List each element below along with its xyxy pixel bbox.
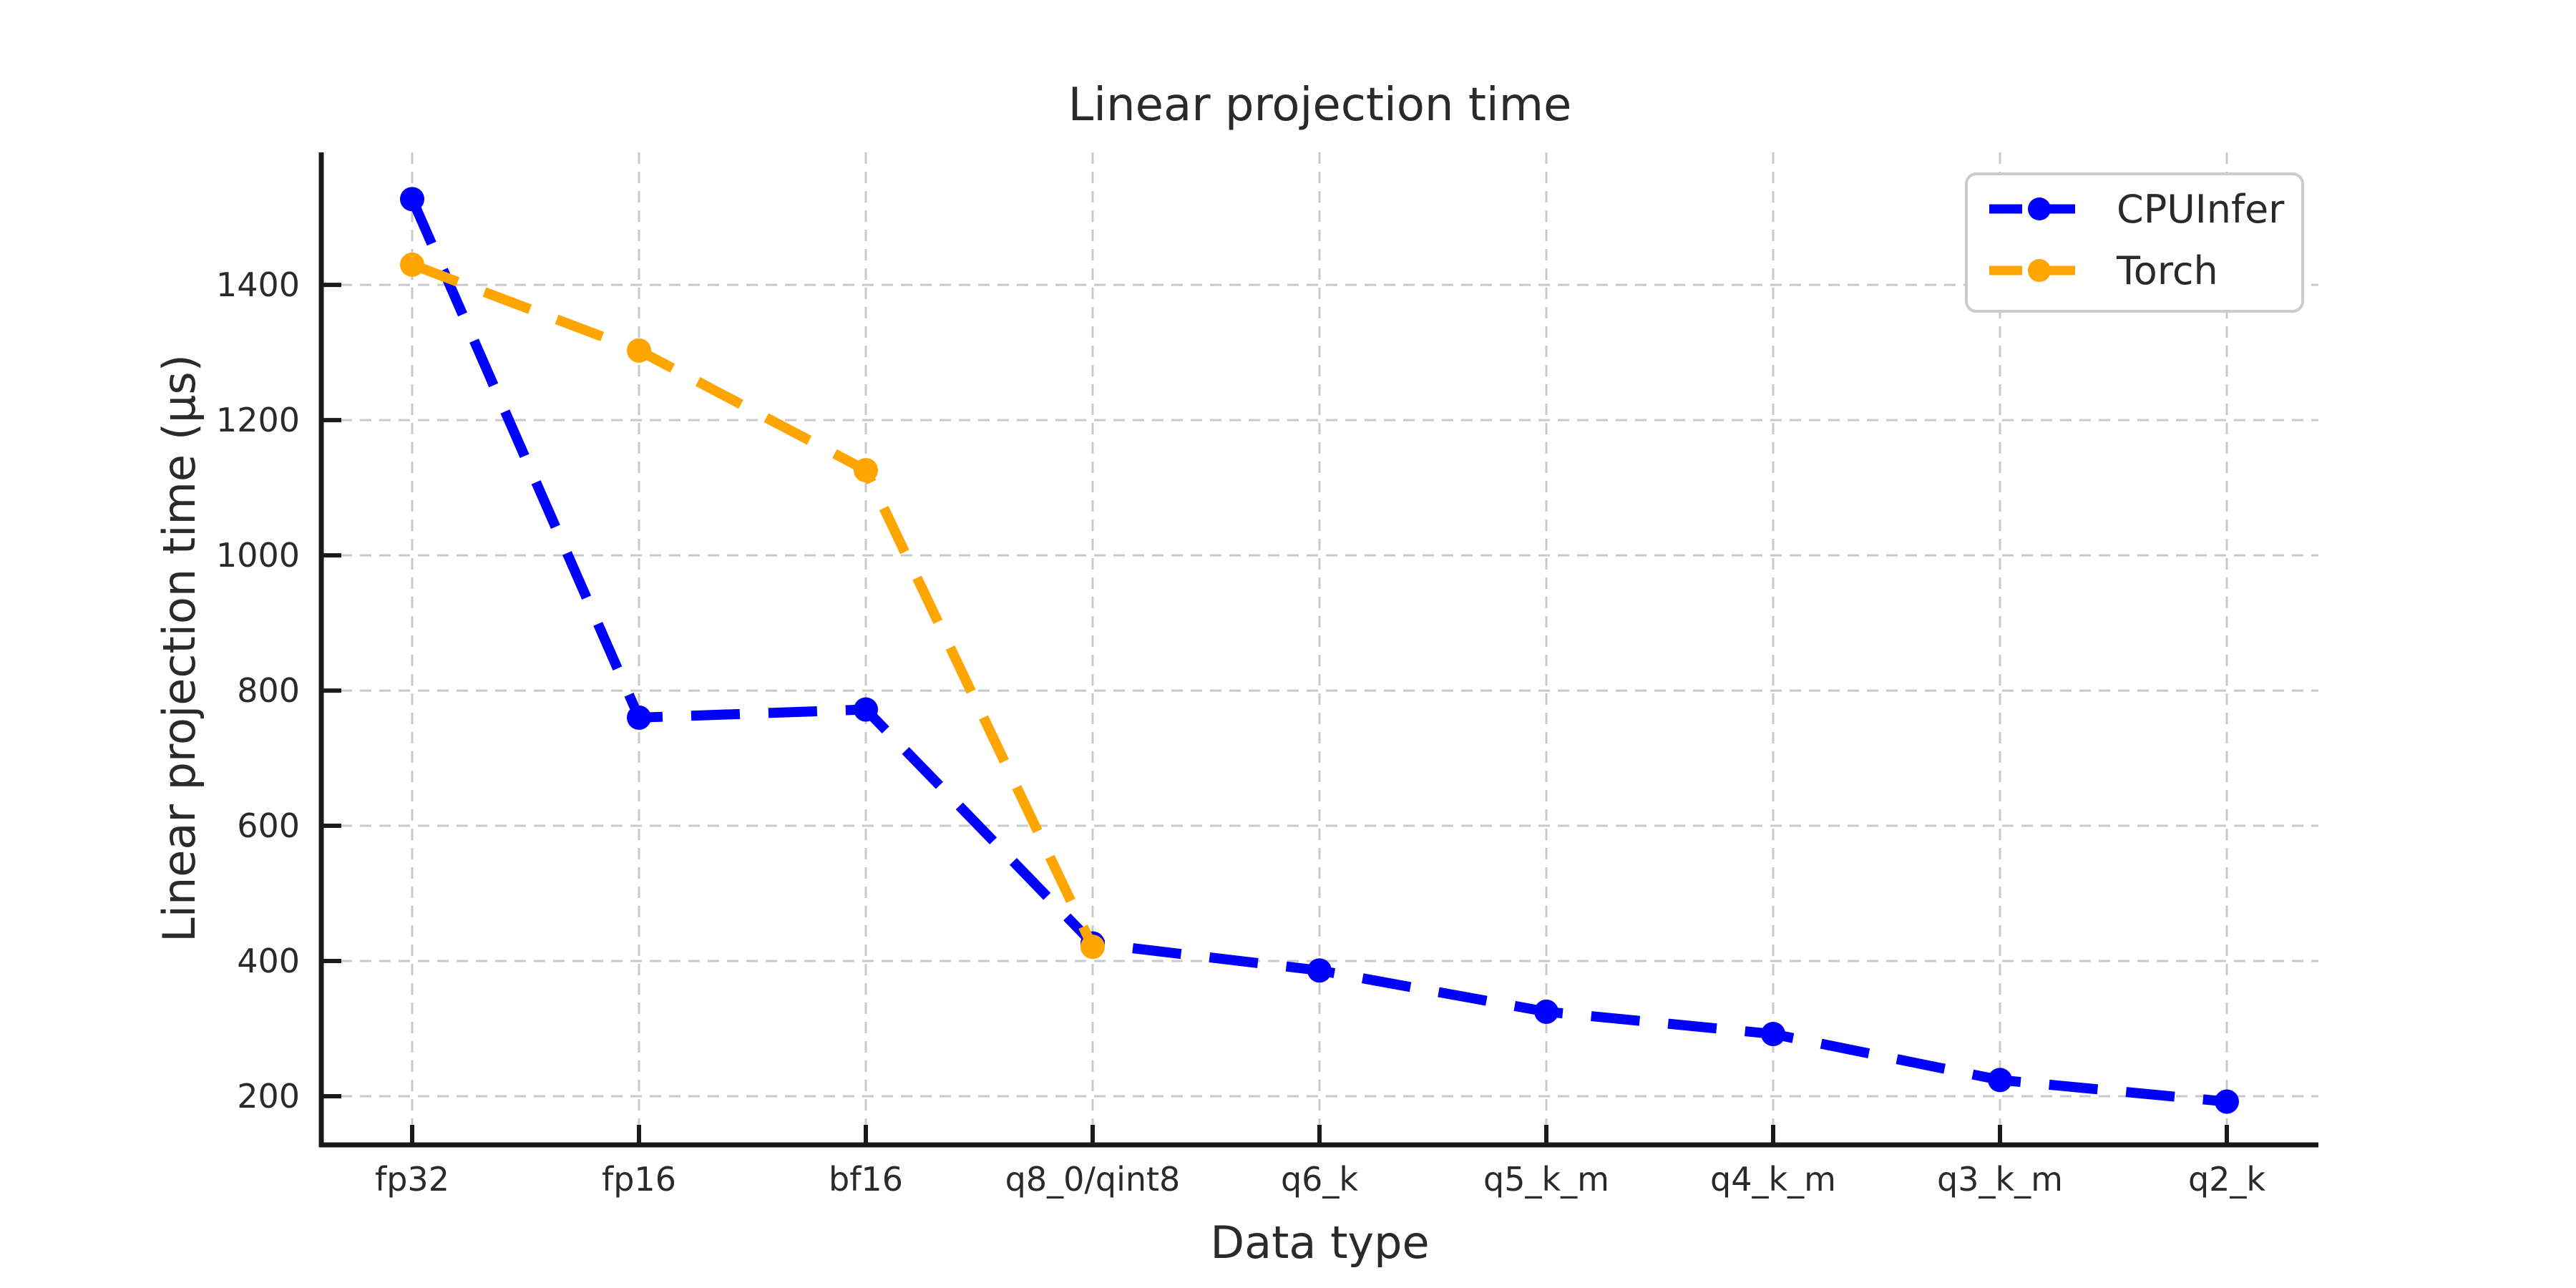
legend-label-cpuinfer: CPUInfer	[2117, 187, 2285, 232]
x-tick-label: q6_k	[1281, 1160, 1358, 1199]
x-tick-label: q8_0/qint8	[1005, 1160, 1181, 1199]
chart-title: Linear projection time	[1068, 79, 1572, 132]
chart-point-cpuinfer-fp16	[627, 705, 651, 730]
chart-point-torch-fp32	[400, 252, 424, 277]
x-tick-label: q5_k_m	[1483, 1160, 1609, 1199]
y-tick-label: 800	[237, 671, 300, 710]
x-tick-label: q4_k_m	[1710, 1160, 1836, 1199]
x-tick-label: q3_k_m	[1937, 1160, 2063, 1199]
y-tick-label: 1200	[216, 401, 300, 439]
y-axis-label: Linear projection time (μs)	[153, 354, 205, 942]
chart-point-cpuinfer-bf16	[854, 697, 878, 722]
legend-marker-cpuinfer	[2028, 197, 2051, 220]
chart-line-torch	[410, 260, 1098, 950]
chart-point-cpuinfer-q4_k_m	[1761, 1022, 1785, 1047]
x-axis-label: Data type	[1210, 1216, 1429, 1269]
chart-point-cpuinfer-q2_k	[2215, 1089, 2239, 1114]
x-tick-label: bf16	[829, 1160, 903, 1199]
chart-point-cpuinfer-fp32	[400, 187, 424, 212]
chart-point-torch-q8_0/qint8	[1080, 935, 1105, 960]
chart-point-torch-fp16	[627, 338, 651, 363]
y-tick-label: 1000	[216, 536, 300, 575]
x-tick-label: q2_k	[2188, 1160, 2265, 1199]
y-tick-label: 200	[237, 1077, 300, 1116]
y-tick-label: 600	[237, 806, 300, 845]
x-tick-label: fp32	[375, 1160, 449, 1199]
chart-point-cpuinfer-q3_k_m	[1988, 1068, 2012, 1093]
chart-point-torch-bf16	[854, 458, 878, 483]
legend-label-torch: Torch	[2116, 248, 2218, 293]
chart-point-cpuinfer-q5_k_m	[1534, 999, 1558, 1024]
chart-point-cpuinfer-q6_k	[1307, 958, 1332, 983]
y-tick-label: 400	[237, 942, 300, 980]
legend-marker-torch	[2028, 259, 2051, 282]
x-tick-label: fp16	[602, 1160, 676, 1199]
y-tick-label: 1400	[216, 265, 300, 304]
